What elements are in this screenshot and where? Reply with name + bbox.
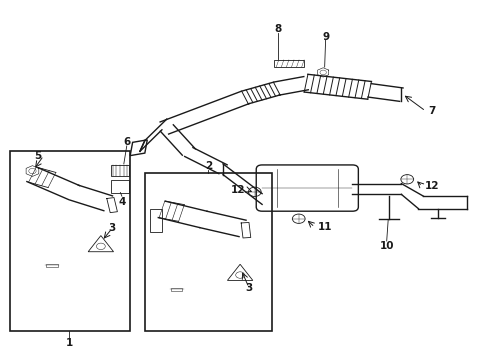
Bar xyxy=(10,151,130,330)
Bar xyxy=(111,180,129,193)
Bar xyxy=(171,288,182,291)
Text: 4: 4 xyxy=(118,197,125,207)
Text: 9: 9 xyxy=(322,32,329,41)
Text: 11: 11 xyxy=(318,222,332,232)
Text: 3: 3 xyxy=(108,224,116,233)
Text: 10: 10 xyxy=(379,241,394,251)
Bar xyxy=(46,264,58,267)
Bar xyxy=(145,173,272,330)
Text: 6: 6 xyxy=(123,138,130,147)
Bar xyxy=(111,165,129,176)
Text: 5: 5 xyxy=(34,150,41,161)
Bar xyxy=(150,209,162,232)
Text: 7: 7 xyxy=(428,106,436,116)
Text: 1: 1 xyxy=(66,338,73,348)
Text: 3: 3 xyxy=(245,283,252,293)
Bar xyxy=(274,60,304,67)
Text: 2: 2 xyxy=(205,161,212,171)
Text: 12: 12 xyxy=(425,181,440,192)
Text: 8: 8 xyxy=(274,24,282,35)
Text: 12: 12 xyxy=(230,185,245,195)
